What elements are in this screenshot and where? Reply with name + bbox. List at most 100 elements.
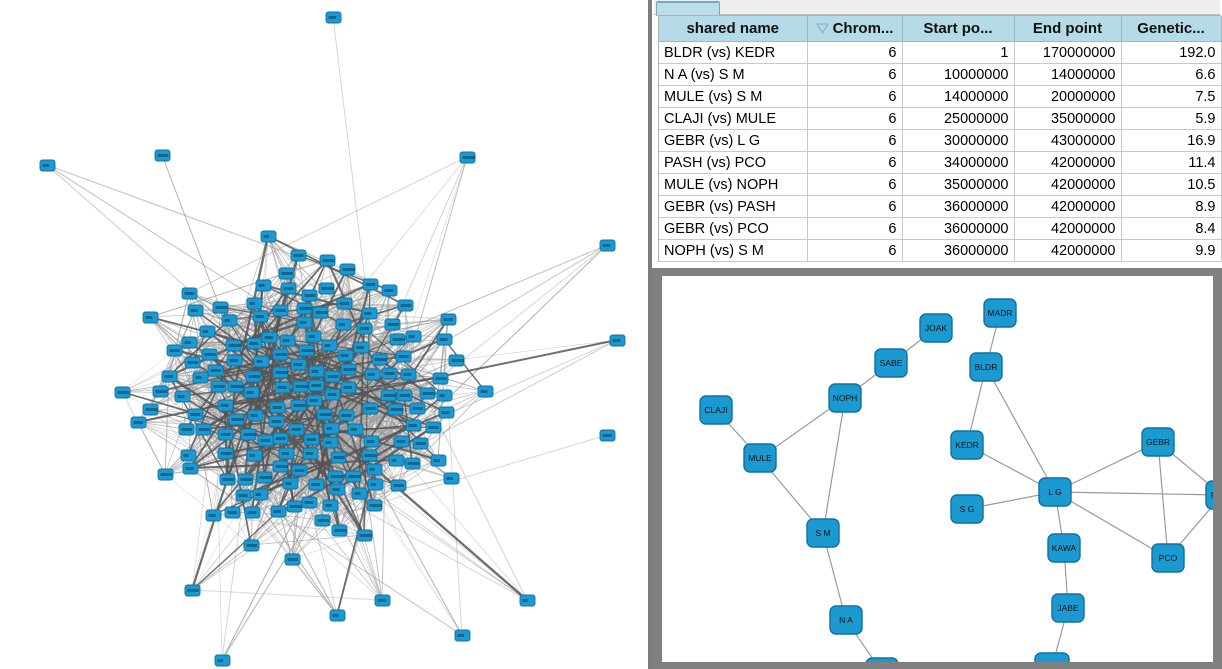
table-header-sharedname[interactable]: shared name [659,16,808,42]
main-network-node[interactable] [425,421,442,434]
main-network-node[interactable] [305,330,322,343]
main-network-node[interactable] [244,506,261,519]
table-header-genetic[interactable]: Genetic... [1121,16,1222,42]
edge-table[interactable]: shared name Chrom... Start po... End point G… [658,15,1222,262]
subnetwork-edge[interactable] [822,397,846,534]
main-network-node[interactable] [274,381,291,394]
table-cell-end-point[interactable]: 20000000 [1014,85,1122,108]
subnetwork-node[interactable]: BLDR [969,352,1003,382]
table-cell-genetic[interactable]: 10.5 [1121,173,1222,196]
table-cell-end-point[interactable]: 35000000 [1014,107,1122,130]
subnetwork-node[interactable]: JABE [1051,593,1085,623]
main-network-node[interactable] [272,348,289,361]
table-cell-start-point[interactable]: 36000000 [902,239,1015,262]
main-network-node[interactable] [381,367,398,380]
main-network-node[interactable] [292,380,309,393]
table-cell-genetic[interactable]: 192.0 [1121,41,1222,64]
main-network-node[interactable] [371,353,388,366]
table-tab-strip[interactable] [654,0,1220,16]
main-network-node[interactable] [308,379,325,392]
table-cell-start-point[interactable]: 1 [902,41,1015,64]
main-network-canvas[interactable] [0,0,648,669]
table-tab[interactable] [656,1,720,16]
table-row[interactable]: BLDR (vs) KEDR 6 1 170000000 192.0 [659,41,1222,64]
main-network-node[interactable] [201,348,218,361]
main-network-node[interactable] [380,389,397,402]
table-cell-start-point[interactable]: 36000000 [902,195,1015,218]
main-network-node[interactable] [252,310,269,323]
main-network-node[interactable] [325,11,342,24]
table-cell-end-point[interactable]: 14000000 [1014,63,1122,86]
main-network-node[interactable] [327,470,344,483]
main-network-node[interactable] [255,279,272,292]
main-network-node[interactable] [337,349,354,362]
main-network-node[interactable] [409,402,426,415]
table-cell-genetic[interactable]: 9.9 [1121,239,1222,262]
main-network-node[interactable] [226,354,243,367]
table-row[interactable]: CLAJI (vs) MULE 6 25000000 35000000 5.9 [659,107,1222,130]
main-network-node[interactable] [181,336,198,349]
main-network-node[interactable] [237,473,254,486]
main-network-node[interactable] [268,415,285,428]
main-network-node[interactable] [296,302,313,315]
table-cell-genetic[interactable]: 7.5 [1121,85,1222,108]
main-network-node[interactable] [319,254,336,267]
main-network-node[interactable] [308,365,325,378]
main-network-node[interactable] [404,457,421,470]
main-network-node[interactable] [301,496,318,509]
table-row[interactable]: MULE (vs) NOPH 6 35000000 42000000 10.5 [659,173,1222,196]
main-network-node[interactable] [356,529,373,542]
main-network-node[interactable] [240,428,257,441]
main-network-node[interactable] [290,399,307,412]
main-network-node[interactable] [221,314,238,327]
main-network-node[interactable] [187,304,204,317]
panel-divider-vertical[interactable] [648,0,652,669]
subnetwork-node[interactable]: KEDR [950,430,984,460]
subnetwork-canvas[interactable]: CLAJI MULE NOPH SABE JOAK S M N A MIWE MADR BLDR K… [662,276,1213,662]
subnetwork-edge[interactable] [1054,491,1213,496]
main-network-node[interactable] [340,363,357,376]
main-network-node[interactable] [243,386,260,399]
main-network-node[interactable] [599,429,616,442]
main-network-node[interactable] [387,403,404,416]
table-cell-chromosome[interactable]: 6 [807,41,903,64]
table-cell-end-point[interactable]: 42000000 [1014,239,1122,262]
main-network-node[interactable] [322,436,339,449]
main-network-node[interactable] [270,505,287,518]
main-network-node[interactable] [210,380,227,393]
main-network-node[interactable] [246,297,263,310]
table-cell-shared-name[interactable]: BLDR (vs) KEDR [659,41,808,64]
main-network-node[interactable] [381,284,398,297]
table-row[interactable]: GEBR (vs) PASH 6 36000000 42000000 8.9 [659,195,1222,218]
subnetwork-node[interactable]: MULE [743,443,777,473]
subnetwork-node[interactable]: NOPH [828,383,862,413]
main-network-node[interactable] [362,402,379,415]
main-network-node[interactable] [321,339,338,352]
subnetwork-node[interactable]: N A [829,605,863,635]
table-cell-chromosome[interactable]: 6 [807,239,903,262]
main-network-node[interactable] [142,311,159,324]
table-cell-chromosome[interactable]: 6 [807,129,903,152]
main-network-node[interactable] [318,282,335,295]
main-network-node[interactable] [291,464,308,477]
subnetwork-edge[interactable] [985,366,1056,493]
main-network-node[interactable] [351,487,368,500]
main-network-node[interactable] [364,368,381,381]
main-network-node[interactable] [419,387,436,400]
main-network-node[interactable] [224,506,241,519]
table-cell-chromosome[interactable]: 6 [807,107,903,130]
subnetwork-node[interactable]: S G [950,494,984,524]
main-network-node[interactable] [340,381,357,394]
main-network-node[interactable] [436,389,453,402]
main-network-view[interactable] [0,0,648,669]
subnetwork-edge[interactable] [1054,491,1169,559]
main-network-node[interactable] [298,344,315,357]
table-cell-start-point[interactable]: 10000000 [902,63,1015,86]
main-network-node[interactable] [388,454,405,467]
main-network-node[interactable] [182,462,199,475]
table-cell-end-point[interactable]: 42000000 [1014,217,1122,240]
main-network-node[interactable] [256,471,273,484]
main-network-node[interactable] [219,473,236,486]
main-network-node[interactable] [180,449,197,462]
main-network-node[interactable] [192,371,209,384]
